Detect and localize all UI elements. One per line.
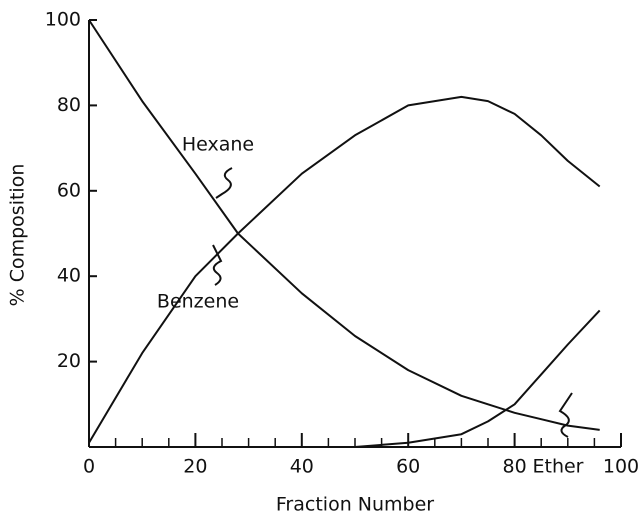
- benzene-arrow: [212, 244, 223, 286]
- y-tick-label: 100: [45, 9, 81, 31]
- x-tick-label: 40: [290, 456, 314, 478]
- hexane-label: Hexane: [182, 134, 254, 156]
- x-tick-label: 0: [83, 456, 95, 478]
- y-tick-label: 60: [57, 179, 81, 201]
- x-tick-label: 20: [183, 456, 207, 478]
- y-tick-label: 80: [57, 94, 81, 116]
- y-tick-label: 20: [57, 350, 81, 372]
- y-axis-label: % Composition: [7, 164, 29, 307]
- ether-arrow: [558, 392, 573, 438]
- line-series: [354, 309, 601, 448]
- x-tick-label: 60: [396, 456, 420, 478]
- benzene-label: Benzene: [157, 291, 239, 313]
- ether-label: Ether: [533, 456, 584, 478]
- line-series: [88, 95, 601, 444]
- x-tick-label: 100: [603, 456, 639, 478]
- x-tick-label: 80: [503, 456, 527, 478]
- x-axis-label: Fraction Number: [276, 494, 434, 516]
- line-series: [88, 19, 600, 431]
- y-tick-label: 40: [57, 265, 81, 287]
- hexane-arrow: [215, 167, 233, 199]
